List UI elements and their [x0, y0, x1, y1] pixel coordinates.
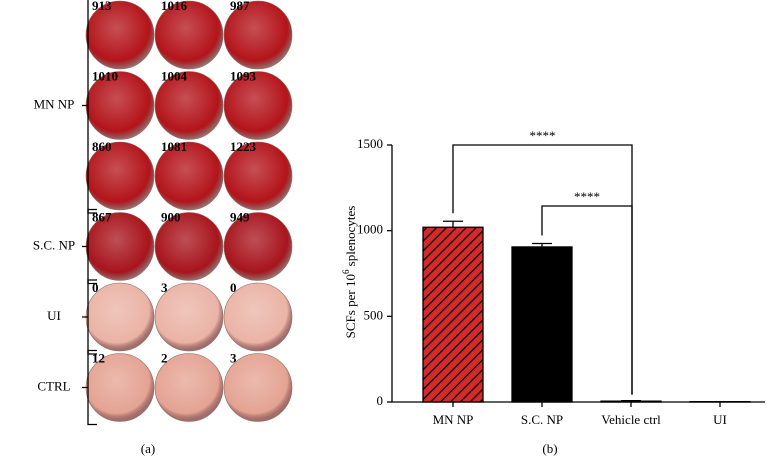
group-bracket — [82, 208, 97, 285]
group-label: S.C. NP — [33, 237, 75, 252]
panel-label: (b) — [542, 441, 557, 456]
spot-count: 1016 — [161, 0, 188, 13]
well — [223, 141, 293, 211]
x-tick-label: MN NP — [433, 412, 474, 427]
well — [154, 0, 224, 70]
well — [223, 71, 293, 140]
well — [85, 141, 155, 211]
well — [223, 353, 293, 422]
spot-count: 3 — [230, 350, 237, 365]
significance-label: **** — [574, 189, 600, 204]
spot-count: 0 — [92, 280, 99, 295]
error-bar — [532, 242, 552, 247]
well — [223, 282, 293, 352]
error-bar — [621, 399, 641, 402]
spot-count: 12 — [92, 350, 105, 365]
spot-count: 867 — [92, 209, 112, 224]
group-bracket — [82, 279, 97, 355]
well — [154, 71, 224, 140]
error-bar — [443, 220, 463, 228]
y-tick-label: 1000 — [357, 222, 383, 237]
spot-count: 0 — [230, 280, 237, 295]
y-tick-label: 500 — [364, 307, 384, 322]
panel-label: (a) — [141, 441, 155, 456]
spot-count: 987 — [230, 0, 250, 13]
spot-count: 1004 — [161, 68, 188, 83]
spot-count: 3 — [161, 280, 168, 295]
significance-bracket — [541, 205, 633, 395]
significance-label: **** — [530, 128, 556, 143]
spot-count: 2 — [161, 350, 168, 365]
group-bracket — [82, 0, 97, 214]
well — [85, 0, 155, 70]
y-tick-label: 0 — [377, 393, 384, 408]
x-tick-label: Vehicle ctrl — [601, 412, 661, 427]
well — [154, 282, 224, 352]
bar — [422, 226, 484, 403]
bar — [511, 246, 573, 403]
well — [154, 141, 224, 211]
y-axis-label: SCFs per 106 splenocytes — [341, 206, 358, 339]
spot-count: 860 — [92, 139, 112, 154]
group-bracket — [82, 349, 97, 426]
y-tick-label: 1500 — [357, 136, 383, 151]
spot-count: 1223 — [230, 139, 257, 154]
x-tick-label: UI — [713, 412, 727, 427]
well — [223, 0, 293, 70]
spot-count: 1093 — [230, 68, 257, 83]
well — [154, 353, 224, 422]
group-label: UI — [47, 308, 61, 323]
spot-count: 913 — [92, 0, 112, 13]
group-label: CTRL — [37, 378, 70, 393]
spot-count: 949 — [230, 209, 250, 224]
x-tick-label: S.C. NP — [521, 412, 563, 427]
spot-count: 1010 — [92, 68, 118, 83]
spot-count: 1081 — [161, 139, 187, 154]
well — [154, 212, 224, 281]
spot-count: 900 — [161, 209, 181, 224]
group-label: MN NP — [34, 96, 75, 111]
well — [223, 212, 293, 281]
